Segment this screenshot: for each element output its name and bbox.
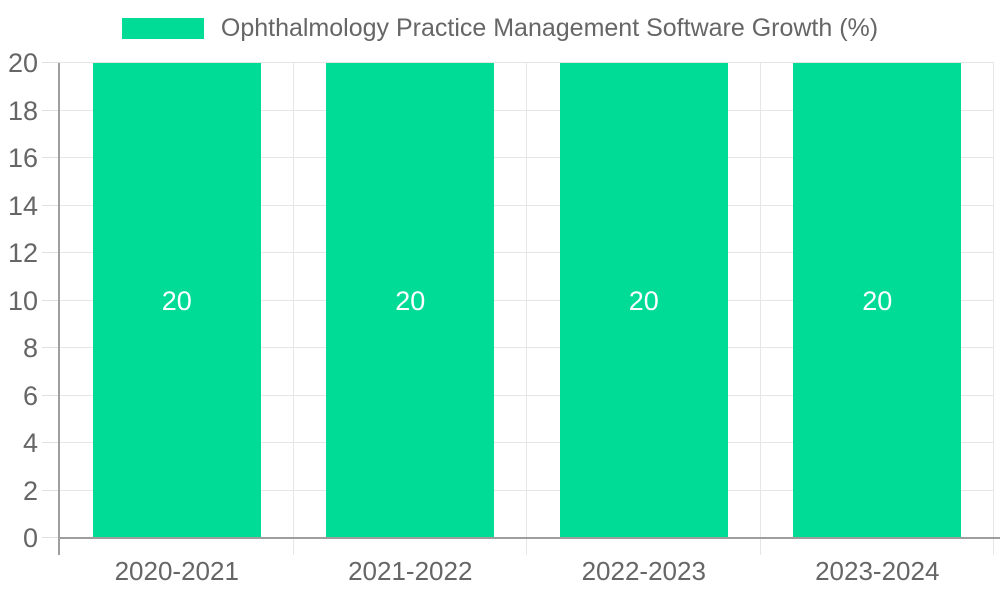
y-axis-label: 20 [7, 48, 38, 78]
y-axis-tick [42, 157, 60, 158]
x-axis-label: 2022-2023 [581, 556, 706, 586]
y-axis-label: 12 [7, 238, 38, 268]
x-gridline [993, 63, 994, 555]
y-axis-label: 6 [22, 380, 38, 411]
y-axis-label: 16 [7, 143, 38, 173]
y-gridline [60, 299, 994, 301]
bar-2022-2023[interactable] [559, 63, 728, 538]
y-axis-tick [42, 347, 60, 348]
bar-value-label: 20 [862, 285, 893, 316]
y-axis-tick [42, 109, 60, 111]
y-axis-tick [42, 299, 60, 301]
bar-2021-2022[interactable] [326, 63, 495, 538]
x-axis-label: 2021-2022 [348, 556, 473, 586]
x-axis-label: 2020-2021 [114, 556, 239, 586]
y-axis-label: 10 [7, 285, 38, 316]
y-axis-label: 4 [22, 428, 38, 458]
y-axis-tick [42, 62, 60, 63]
y-axis-tick [42, 537, 60, 538]
y-gridline [60, 252, 994, 253]
bar-value-label: 20 [628, 285, 659, 316]
bar-value-label: 20 [161, 285, 192, 316]
x-axis-line [58, 537, 1000, 539]
y-gridline [60, 489, 994, 491]
y-gridline [60, 157, 994, 158]
y-gridline [60, 62, 994, 63]
y-axis-label: 2 [22, 475, 38, 506]
bar-2023-2024[interactable] [793, 63, 962, 538]
y-axis-label: 0 [22, 523, 38, 553]
y-axis-tick [42, 442, 60, 443]
x-gridline [292, 63, 294, 555]
bar-2020-2021[interactable] [92, 63, 261, 538]
y-axis-tick [42, 489, 60, 491]
x-gridline [526, 63, 527, 555]
legend-label: Ophthalmology Practice Management Softwa… [220, 14, 879, 42]
legend[interactable]: Ophthalmology Practice Management Softwa… [0, 14, 1000, 43]
x-axis-label: 2023-2024 [815, 556, 940, 586]
y-axis-label: 14 [7, 190, 38, 221]
legend-swatch [121, 18, 204, 39]
x-gridline [759, 63, 761, 555]
y-axis-label: 8 [22, 333, 38, 363]
y-gridline [60, 442, 994, 443]
y-axis-tick [42, 394, 60, 396]
y-axis-tick [42, 204, 60, 206]
bar-value-label: 20 [395, 285, 426, 316]
y-axis-label: 18 [7, 95, 38, 126]
y-axis-line [58, 63, 60, 555]
y-gridline [60, 394, 994, 396]
y-gridline [60, 109, 994, 111]
y-gridline [60, 347, 994, 348]
y-gridline [60, 204, 994, 206]
y-axis-tick [42, 252, 60, 253]
